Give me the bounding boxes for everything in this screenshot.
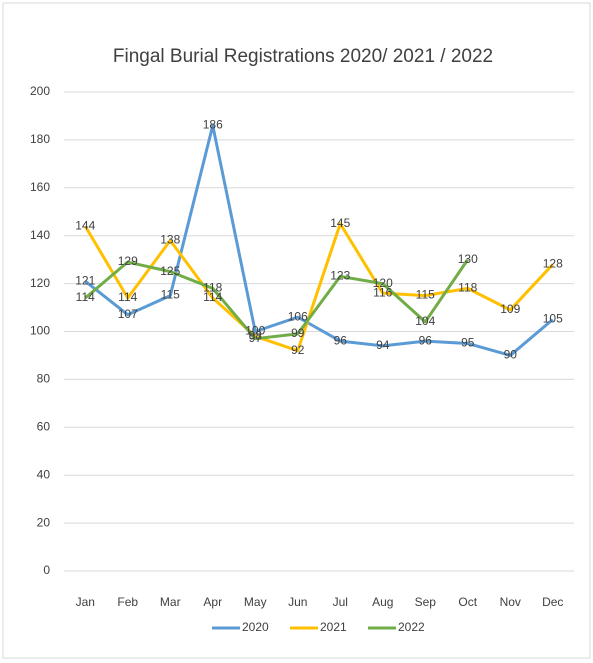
data-label: 96: [419, 333, 433, 347]
data-label: 114: [118, 290, 137, 304]
data-label: 123: [330, 269, 350, 283]
legend-label: 2020: [242, 620, 269, 634]
series-line: [83, 222, 554, 353]
y-tick-label: 20: [37, 515, 51, 529]
y-tick-label: 180: [30, 132, 50, 146]
data-label: 95: [461, 336, 475, 350]
data-label: 105: [543, 312, 563, 326]
data-label: 129: [118, 254, 138, 268]
x-tick-label: Feb: [117, 595, 138, 609]
x-tick-label: Nov: [500, 595, 521, 609]
y-tick-label: 200: [30, 84, 50, 98]
legend-label: 2021: [320, 620, 347, 634]
y-tick-label: 120: [30, 276, 50, 290]
data-label: 138: [160, 233, 180, 247]
data-label: 125: [160, 264, 180, 278]
legend-label: 2022: [398, 620, 425, 634]
data-label: 130: [458, 252, 478, 266]
data-label: 128: [543, 257, 563, 271]
x-tick-label: Jul: [333, 595, 348, 609]
data-label: 144: [75, 218, 95, 232]
y-tick-label: 0: [43, 563, 50, 577]
x-tick-label: Aug: [372, 595, 393, 609]
data-label: 145: [330, 216, 350, 230]
data-label: 97: [249, 331, 263, 345]
y-tick-label: 140: [30, 228, 50, 242]
data-label: 104: [415, 314, 435, 328]
x-tick-label: Jan: [76, 595, 95, 609]
data-label: 114: [76, 290, 95, 304]
y-tick-label: 80: [37, 372, 51, 386]
data-label: 118: [203, 281, 222, 295]
data-label: 109: [500, 302, 520, 316]
y-tick-label: 100: [30, 324, 50, 338]
x-tick-label: May: [244, 595, 267, 609]
data-label: 92: [291, 343, 305, 357]
y-tick-label: 40: [37, 467, 51, 481]
series-line: [84, 258, 469, 341]
data-label: 115: [161, 288, 180, 302]
data-label: 107: [118, 307, 138, 321]
data-label: 121: [75, 273, 95, 287]
x-tick-label: Oct: [458, 595, 477, 609]
data-label: 114: [203, 290, 222, 304]
data-label: 100: [245, 324, 265, 338]
data-label: 186: [203, 118, 223, 132]
data-label: 116: [373, 285, 392, 299]
data-label: 98: [249, 328, 263, 342]
data-label: 94: [376, 338, 390, 352]
data-label: 115: [416, 288, 435, 302]
y-tick-label: 60: [37, 419, 51, 433]
data-label: 99: [291, 326, 305, 340]
data-label: 106: [288, 309, 308, 323]
data-label: 120: [373, 276, 393, 290]
chart-title: Fingal Burial Registrations 2020/ 2021 /…: [113, 46, 493, 67]
x-tick-label: Jun: [288, 595, 307, 609]
data-label: 118: [458, 281, 477, 295]
data-label: 90: [504, 348, 518, 362]
x-tick-label: Sep: [415, 595, 437, 609]
x-tick-label: Apr: [203, 595, 222, 609]
y-tick-label: 160: [30, 180, 50, 194]
x-tick-label: Mar: [160, 595, 181, 609]
data-label: 96: [334, 333, 348, 347]
series-line: [84, 124, 554, 357]
x-tick-label: Dec: [542, 595, 563, 609]
